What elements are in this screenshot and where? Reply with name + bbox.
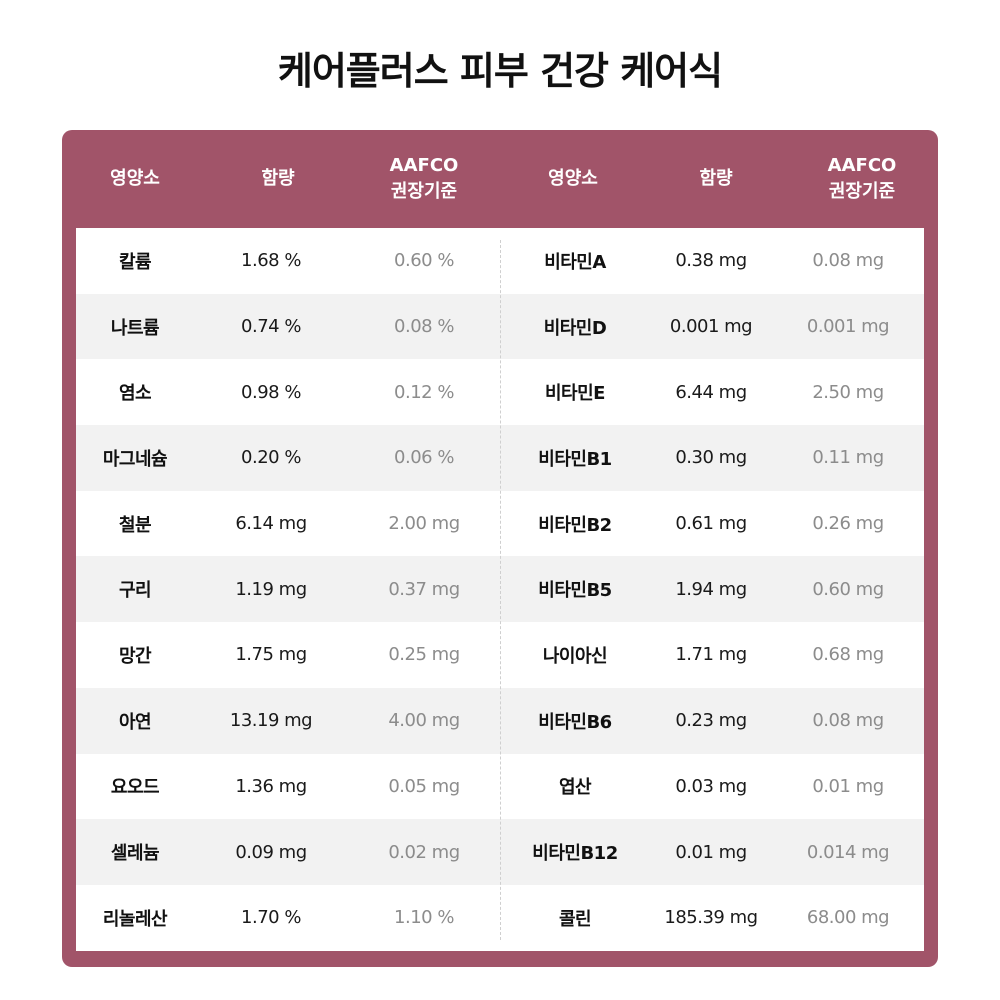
aafco-standard: 0.02 mg xyxy=(388,841,460,863)
nutrient-amount: 1.36 mg xyxy=(235,775,307,797)
nutrient-name: 망간 xyxy=(118,645,152,667)
aafco-standard: 0.37 mg xyxy=(388,578,460,600)
nutrient-name: 나이아신 xyxy=(542,645,608,667)
nutrient-name: 비타민B6 xyxy=(538,711,612,733)
aafco-standard: 0.68 mg xyxy=(812,644,884,666)
aafco-standard: 2.00 mg xyxy=(388,513,460,535)
nutrient-amount: 0.38 mg xyxy=(675,250,747,272)
aafco-standard: 2.50 mg xyxy=(812,381,884,403)
nutrient-name: 마그네슘 xyxy=(102,448,168,470)
header-aafco-standard: AAFCO 권장기준 xyxy=(348,130,500,228)
header-nutrient: 영양소 xyxy=(500,130,646,228)
nutrient-name: 구리 xyxy=(118,580,152,602)
nutrient-name: 비타민B1 xyxy=(538,448,612,470)
nutrient-amount: 0.74 % xyxy=(241,316,301,338)
nutrient-table: 영양소 함량 AAFCO 권장기준 영양소 함량 AAFCO 권장기준 칼륨 1… xyxy=(62,130,938,967)
nutrient-amount: 1.71 mg xyxy=(675,644,747,666)
nutrient-amount: 0.09 mg xyxy=(235,841,307,863)
nutrient-amount: 6.14 mg xyxy=(235,513,307,535)
nutrient-amount: 1.68 % xyxy=(241,250,301,272)
nutrient-amount: 0.03 mg xyxy=(675,775,747,797)
header-amount-label: 함량 xyxy=(699,168,733,189)
table-row: 칼륨 1.68 % 0.60 % 비타민A 0.38 mg 0.08 mg xyxy=(76,228,924,294)
header-nutrient: 영양소 xyxy=(62,130,208,228)
nutrient-name: 비타민B5 xyxy=(538,580,612,602)
nutrient-amount: 185.39 mg xyxy=(664,907,758,929)
nutrient-amount: 0.001 mg xyxy=(669,316,753,338)
aafco-standard: 0.08 mg xyxy=(812,250,884,272)
nutrient-amount: 6.44 mg xyxy=(675,381,747,403)
aafco-standard: 0.08 % xyxy=(394,316,454,338)
nutrient-amount: 1.70 % xyxy=(241,907,301,929)
nutrient-name: 염소 xyxy=(118,383,152,405)
column-divider xyxy=(500,240,501,940)
header-standard-label: 권장기준 xyxy=(828,181,896,202)
aafco-standard: 0.014 mg xyxy=(806,841,890,863)
header-aafco-standard: AAFCO 권장기준 xyxy=(786,130,938,228)
table-header: 영양소 함량 AAFCO 권장기준 영양소 함량 AAFCO 권장기준 xyxy=(62,130,938,228)
aafco-standard: 0.11 mg xyxy=(812,447,884,469)
nutrient-amount: 0.23 mg xyxy=(675,710,747,732)
nutrient-amount: 0.20 % xyxy=(241,447,301,469)
table-row: 염소 0.98 % 0.12 % 비타민E 6.44 mg 2.50 mg xyxy=(76,359,924,425)
aafco-standard: 0.12 % xyxy=(394,381,454,403)
nutrient-name: 셀레늄 xyxy=(110,843,160,865)
nutrient-amount: 0.61 mg xyxy=(675,513,747,535)
header-amount-label: 함량 xyxy=(261,168,295,189)
nutrient-name: 철분 xyxy=(118,514,152,536)
header-aafco-label: AAFCO xyxy=(827,155,897,176)
aafco-standard: 0.01 mg xyxy=(812,775,884,797)
page-title: 케어플러스 피부 건강 케어식 xyxy=(277,49,723,93)
aafco-standard: 0.08 mg xyxy=(812,710,884,732)
table-row: 철분 6.14 mg 2.00 mg 비타민B2 0.61 mg 0.26 mg xyxy=(76,491,924,557)
header-nutrient-label: 영양소 xyxy=(110,168,160,189)
nutrient-name: 비타민E xyxy=(545,383,605,405)
aafco-standard: 4.00 mg xyxy=(388,710,460,732)
nutrient-name: 나트륨 xyxy=(110,317,160,339)
table-body: 칼륨 1.68 % 0.60 % 비타민A 0.38 mg 0.08 mg 나트… xyxy=(76,228,924,951)
nutrient-name: 콜린 xyxy=(558,908,592,930)
nutrient-name: 비타민B2 xyxy=(538,514,612,536)
nutrient-amount: 1.94 mg xyxy=(675,578,747,600)
nutrient-name: 비타민B12 xyxy=(532,843,618,865)
header-amount: 함량 xyxy=(208,130,348,228)
header-group-left: 영양소 함량 AAFCO 권장기준 xyxy=(62,130,500,228)
header-group-right: 영양소 함량 AAFCO 권장기준 xyxy=(500,130,938,228)
aafco-standard: 0.25 mg xyxy=(388,644,460,666)
aafco-standard: 0.001 mg xyxy=(806,316,890,338)
nutrient-name: 비타민A xyxy=(544,251,606,273)
header-standard-label: 권장기준 xyxy=(390,181,458,202)
nutrient-name: 칼륨 xyxy=(118,251,152,273)
nutrient-name: 아연 xyxy=(118,711,152,733)
table-row: 망간 1.75 mg 0.25 mg 나이아신 1.71 mg 0.68 mg xyxy=(76,622,924,688)
nutrient-amount: 0.98 % xyxy=(241,381,301,403)
nutrient-amount: 1.75 mg xyxy=(235,644,307,666)
nutrient-amount: 1.19 mg xyxy=(235,578,307,600)
aafco-standard: 1.10 % xyxy=(394,907,454,929)
table-row: 리놀레산 1.70 % 1.10 % 콜린 185.39 mg 68.00 mg xyxy=(76,885,924,951)
nutrient-amount: 13.19 mg xyxy=(229,710,313,732)
nutrient-name: 요오드 xyxy=(110,777,160,799)
aafco-standard: 0.05 mg xyxy=(388,775,460,797)
aafco-standard: 0.06 % xyxy=(394,447,454,469)
aafco-standard: 0.26 mg xyxy=(812,513,884,535)
header-aafco-label: AAFCO xyxy=(389,155,459,176)
aafco-standard: 0.60 mg xyxy=(812,578,884,600)
aafco-standard: 68.00 mg xyxy=(806,907,890,929)
nutrient-name: 비타민D xyxy=(543,317,607,339)
aafco-standard: 0.60 % xyxy=(394,250,454,272)
header-amount: 함량 xyxy=(646,130,786,228)
nutrient-name: 리놀레산 xyxy=(102,908,168,930)
nutrient-amount: 0.30 mg xyxy=(675,447,747,469)
nutrient-name: 엽산 xyxy=(558,777,592,799)
nutrient-amount: 0.01 mg xyxy=(675,841,747,863)
table-row: 요오드 1.36 mg 0.05 mg 엽산 0.03 mg 0.01 mg xyxy=(76,754,924,820)
header-nutrient-label: 영양소 xyxy=(548,168,598,189)
